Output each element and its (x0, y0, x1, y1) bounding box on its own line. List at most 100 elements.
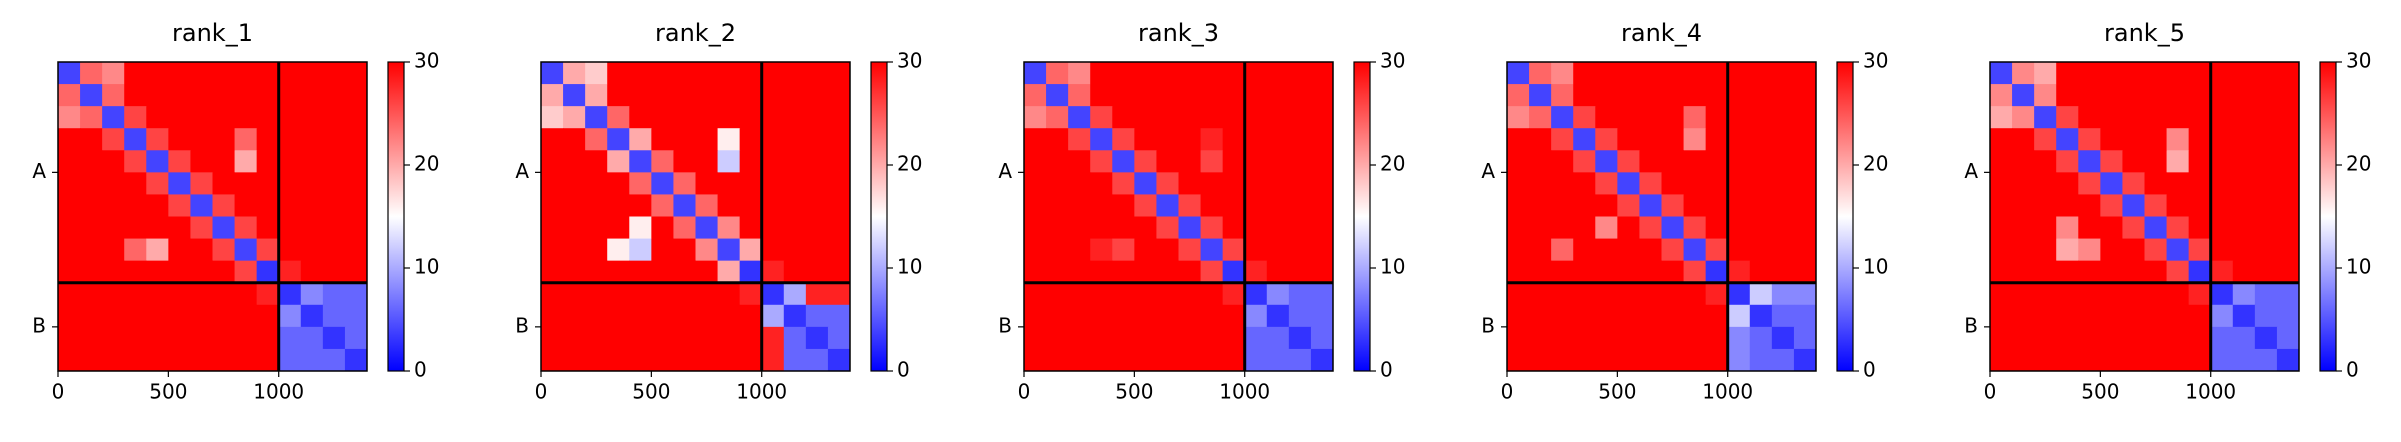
heatmap-cell (1134, 62, 1157, 85)
heatmap-cell (2012, 62, 2035, 85)
heatmap-cell (783, 260, 807, 284)
heatmap-cell (2210, 348, 2234, 372)
heatmap-cell (607, 326, 630, 350)
heatmap-cell (1244, 128, 1268, 151)
heatmap-cell (300, 62, 324, 85)
heatmap-cell (1705, 326, 1729, 350)
heatmap-cell (2188, 238, 2212, 262)
heatmap-cell (563, 238, 586, 262)
heatmap-cell (1178, 172, 1202, 195)
heatmap-cell (1771, 238, 1795, 262)
heatmap-cell (300, 348, 324, 372)
heatmap-cell (212, 216, 236, 240)
heatmap-cell (1288, 106, 1312, 129)
heatmap-cell (563, 304, 586, 328)
heatmap-cell (2078, 150, 2101, 173)
heatmap-cell (1705, 84, 1729, 107)
heatmap-cell (805, 348, 829, 372)
heatmap-cell (1683, 106, 1707, 129)
heatmap-cell (1617, 150, 1640, 173)
heatmap-cell (1068, 282, 1091, 306)
heatmap-cell (1200, 326, 1224, 350)
heatmap-cell (300, 260, 324, 284)
heatmap-cell (783, 128, 807, 151)
heatmap-cell (2034, 238, 2057, 262)
heatmap-cell (1156, 172, 1179, 195)
heatmap-cell (2100, 216, 2123, 240)
heatmap-cell (695, 106, 719, 129)
heatmap-cell (1310, 106, 1334, 129)
heatmap-cell (2254, 62, 2278, 85)
heatmap-cell (761, 260, 785, 284)
heatmap-cell (278, 172, 302, 195)
heatmap-cell (146, 172, 169, 195)
heatmap-cell (2034, 216, 2057, 240)
heatmap-cell (2078, 194, 2101, 217)
heatmap-cell (2188, 128, 2212, 151)
heatmap-cell (2254, 260, 2278, 284)
heatmap-cell (717, 326, 741, 350)
heatmap-cell (1200, 84, 1224, 107)
heatmap-cell (2122, 216, 2145, 240)
plot-frame (1989, 61, 2300, 372)
heatmap-cell (1090, 326, 1113, 350)
heatmap-cell (1617, 348, 1640, 372)
heatmap-cell (2100, 84, 2123, 107)
heatmap-cell (1573, 326, 1596, 350)
heatmap-cell (629, 260, 652, 284)
heatmap-cell (234, 62, 258, 85)
heatmap-cell (563, 348, 586, 372)
heatmap-cell (783, 62, 807, 85)
heatmap-cell (1771, 172, 1795, 195)
heatmap-cell (322, 238, 346, 262)
heatmap-cell (1090, 106, 1113, 129)
heatmap-cell (1090, 304, 1113, 328)
heatmap-cell (1661, 304, 1685, 328)
heatmap-cell (1683, 172, 1707, 195)
heatmap-cell (563, 326, 586, 350)
heatmap-cell (1661, 62, 1685, 85)
heatmap-cell (1156, 194, 1179, 217)
heatmap-cell (805, 62, 829, 85)
heatmap-cell (1595, 106, 1618, 129)
heatmap-cell (102, 194, 125, 217)
heatmap-cell (1683, 216, 1707, 240)
heatmap-cell (673, 238, 696, 262)
heatmap-cell (256, 84, 280, 107)
heatmap-cell (2122, 260, 2145, 284)
heatmap-cell (585, 304, 608, 328)
heatmap-cell (1266, 84, 1290, 107)
heatmap-cell (1727, 348, 1751, 372)
x-tick-label: 500 (149, 380, 187, 404)
heatmap-cell (2012, 304, 2035, 328)
heatmap-cell (1683, 348, 1707, 372)
heatmap-cell (344, 106, 368, 129)
heatmap-cell (1529, 348, 1552, 372)
heatmap-cell (146, 260, 169, 284)
heatmap-cell (1222, 260, 1246, 284)
heatmap-cell (629, 348, 652, 372)
heatmap-cell (2056, 326, 2079, 350)
heatmap-cell (783, 150, 807, 173)
heatmap-cell (1551, 326, 1574, 350)
heatmap-cell (651, 84, 674, 107)
x-tick-label: 500 (632, 380, 670, 404)
heatmap-cell (1266, 128, 1290, 151)
heatmap-cell (1793, 348, 1817, 372)
heatmap-cell (80, 260, 103, 284)
heatmap-cell (2122, 128, 2145, 151)
heatmap-cell (58, 216, 81, 240)
heatmap-cell (2078, 84, 2101, 107)
heatmap-cell (190, 172, 213, 195)
heatmap-cell (1595, 84, 1618, 107)
heatmap-cell (1639, 172, 1662, 195)
heatmap-cell (190, 238, 213, 262)
heatmap-cell (1266, 238, 1290, 262)
heatmap-cell (1507, 348, 1530, 372)
heatmap-cell (1112, 172, 1135, 195)
heatmap-cell (212, 348, 236, 372)
heatmap-cell (2034, 106, 2057, 129)
heatmap-cell (2232, 106, 2256, 129)
heatmap-cell (1156, 304, 1179, 328)
x-tick-label: 0 (1018, 380, 1031, 404)
